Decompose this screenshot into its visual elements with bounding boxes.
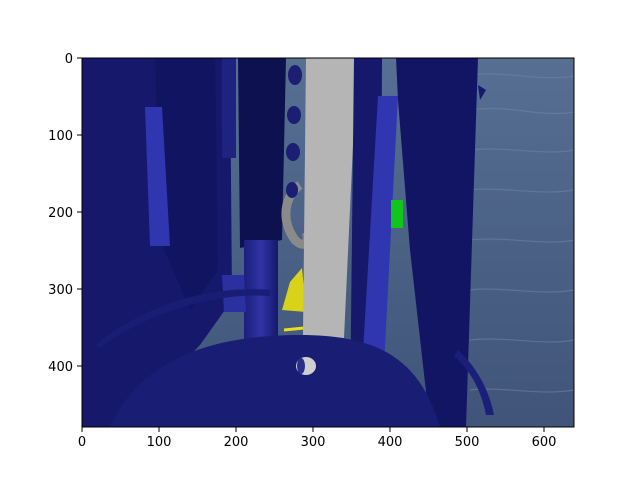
- x-tick-label: 100: [147, 435, 172, 450]
- x-tick: 100: [147, 427, 172, 450]
- y-tick: 300: [48, 283, 82, 298]
- y-tick-label: 300: [48, 283, 73, 298]
- x-tick-label: 500: [455, 435, 480, 450]
- x-tick: 600: [532, 427, 557, 450]
- right-highlight-strip: [360, 96, 398, 404]
- axes-frame: [81, 57, 575, 428]
- y-tick: 400: [48, 360, 82, 375]
- y-tick-label: 200: [48, 206, 73, 221]
- y-tick-label: 400: [48, 360, 73, 375]
- x-tick-label: 300: [301, 435, 326, 450]
- green-block: [391, 200, 403, 228]
- y-tick: 200: [48, 206, 82, 221]
- x-tick-label: 200: [224, 435, 249, 450]
- middle-column: [238, 58, 286, 248]
- x-tick-label: 400: [378, 435, 403, 450]
- grey-panel: [303, 58, 357, 338]
- x-axis: 0 100 200 300 400 500 600: [78, 427, 557, 450]
- yellow-piece: [282, 268, 306, 312]
- crescent-marks: [286, 65, 302, 198]
- x-tick: 500: [455, 427, 480, 450]
- right-curve: [454, 350, 494, 415]
- left-body-shade: [155, 58, 218, 310]
- y-tick-label: 0: [65, 52, 73, 67]
- x-tick-label: 600: [532, 435, 557, 450]
- y-axis: 0 100 200 300 400: [48, 52, 82, 375]
- y-tick-label: 100: [48, 129, 73, 144]
- x-tick: 0: [78, 427, 86, 450]
- scene-image: [82, 58, 574, 427]
- thin-rod: [222, 58, 236, 158]
- yellow-line: [283, 326, 305, 332]
- small-disk-shadow: [297, 358, 305, 374]
- curved-rim: [95, 289, 270, 348]
- base-plate: [110, 335, 440, 427]
- x-tick: 300: [301, 427, 326, 450]
- left-highlight-strip: [145, 107, 170, 246]
- right-body: [396, 58, 478, 427]
- x-tick-label: 0: [78, 435, 86, 450]
- x-tick: 200: [224, 427, 249, 450]
- x-tick: 400: [378, 427, 403, 450]
- y-tick: 0: [65, 52, 82, 67]
- y-tick: 100: [48, 129, 82, 144]
- right-tip: [478, 85, 486, 100]
